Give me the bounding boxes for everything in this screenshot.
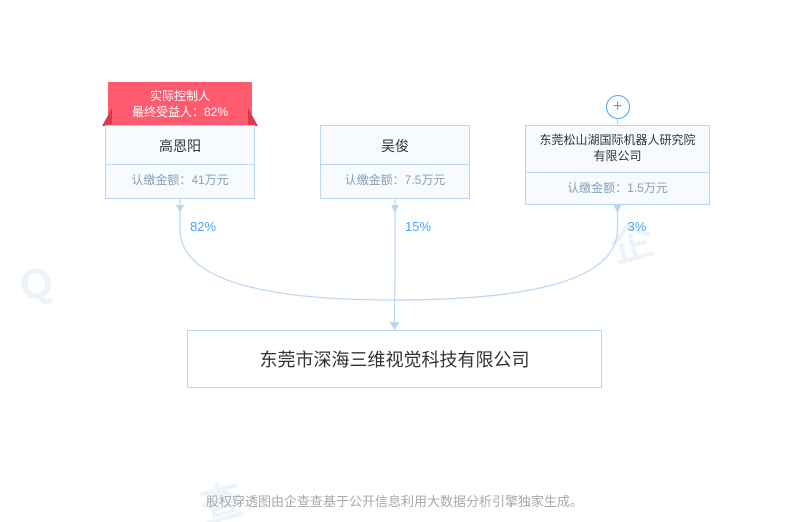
controller-ribbon: 实际控制人 最终受益人：82% <box>108 82 252 128</box>
equity-diagram-canvas: Q 企 查 实际控制人 最终受益人：82% 高恩阳认缴金额：41万元吴俊认缴金额… <box>0 0 789 522</box>
ribbon-line2: 最终受益人：82% <box>108 104 252 120</box>
shareholder-name: 高恩阳 <box>106 126 254 156</box>
target-company-box[interactable]: 东莞市深海三维视觉科技有限公司 <box>187 330 602 388</box>
shareholder-amount: 认缴金额：41万元 <box>106 164 254 196</box>
shareholder-box[interactable]: 高恩阳认缴金额：41万元 <box>105 125 255 199</box>
shareholder-amount: 认缴金额：1.5万元 <box>526 172 709 204</box>
shareholder-amount: 认缴金额：7.5万元 <box>321 164 469 196</box>
ownership-pct: 82% <box>190 219 216 234</box>
shareholder-box[interactable]: 吴俊认缴金额：7.5万元 <box>320 125 470 199</box>
company-name: 东莞市深海三维视觉科技有限公司 <box>260 346 530 372</box>
shareholder-name: 吴俊 <box>321 126 469 156</box>
shareholder-box[interactable]: 东莞松山湖国际机器人研究院有限公司认缴金额：1.5万元 <box>525 125 710 205</box>
footer-note: 股权穿透图由企查查基于公开信息利用大数据分析引擎独家生成。 <box>0 491 789 510</box>
ribbon-line1: 实际控制人 <box>108 88 252 104</box>
ownership-pct: 15% <box>405 219 431 234</box>
edges-svg <box>0 0 789 522</box>
watermark: Q <box>14 257 58 312</box>
watermark: 企 <box>603 206 659 276</box>
shareholder-name: 东莞松山湖国际机器人研究院有限公司 <box>526 126 709 164</box>
expand-plus-icon[interactable]: + <box>606 95 630 119</box>
ownership-pct: 3% <box>628 219 647 234</box>
